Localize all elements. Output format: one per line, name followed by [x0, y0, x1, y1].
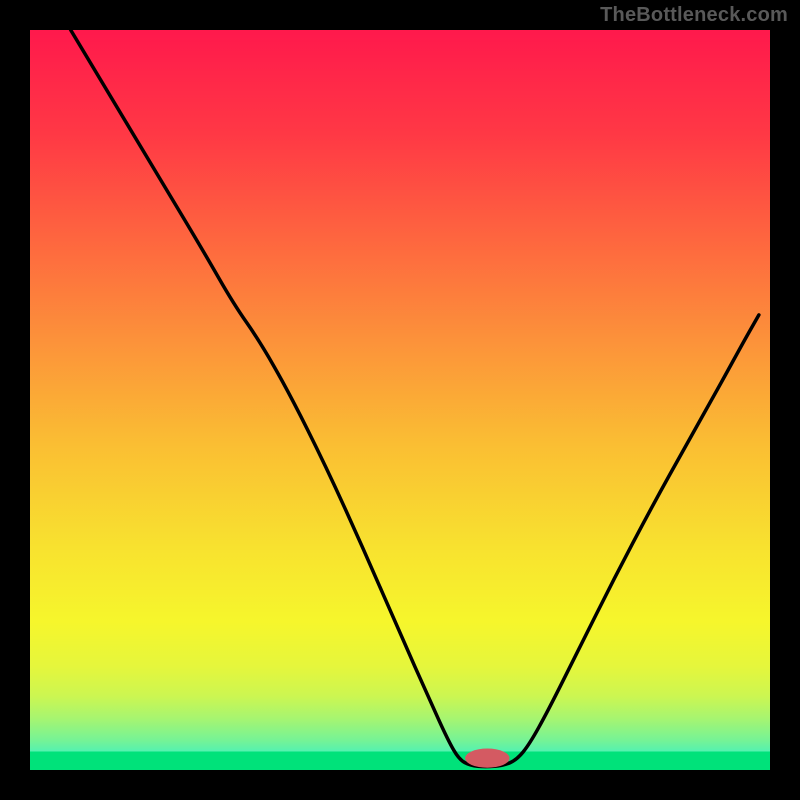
chart-svg [0, 0, 800, 800]
bottleneck-chart: TheBottleneck.com [0, 0, 800, 800]
watermark-text: TheBottleneck.com [600, 4, 788, 27]
optimum-marker [465, 749, 509, 768]
